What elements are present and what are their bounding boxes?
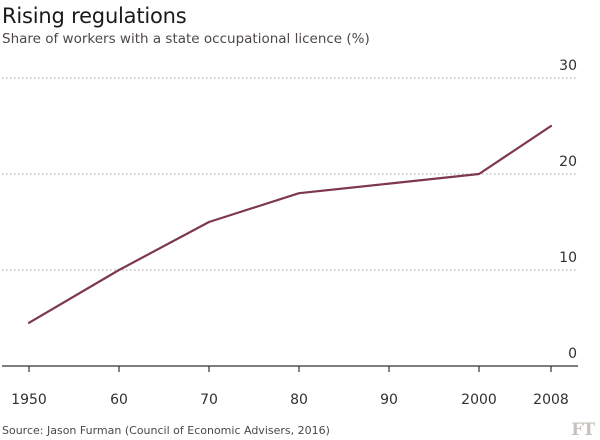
y-tick-label: 30 bbox=[559, 58, 577, 74]
x-tick-label: 60 bbox=[110, 392, 128, 408]
y-axis-ticks: 0 10 20 30 bbox=[559, 58, 577, 362]
y-tick-label: 0 bbox=[568, 346, 577, 362]
series-line bbox=[29, 126, 551, 323]
x-axis-ticks: 1950 60 70 80 90 2000 2008 bbox=[11, 366, 569, 408]
x-tick-label: 2008 bbox=[533, 392, 569, 408]
x-tick-label: 90 bbox=[380, 392, 398, 408]
x-tick-label: 2000 bbox=[461, 392, 497, 408]
series-lines bbox=[29, 126, 551, 323]
source-note: Source: Jason Furman (Council of Economi… bbox=[2, 424, 330, 437]
gridlines bbox=[2, 78, 578, 366]
x-tick-label: 70 bbox=[200, 392, 218, 408]
y-tick-label: 20 bbox=[559, 154, 577, 170]
x-tick-label: 1950 bbox=[11, 392, 47, 408]
ft-logo: FT bbox=[571, 420, 594, 440]
x-tick-label: 80 bbox=[290, 392, 308, 408]
y-tick-label: 10 bbox=[559, 250, 577, 266]
